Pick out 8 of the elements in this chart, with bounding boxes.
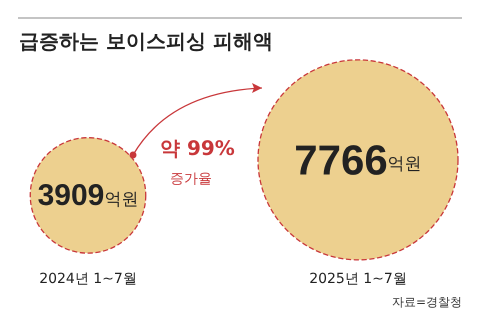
text: 자료=경찰청 (392, 295, 462, 309)
category-label: 2025년 1~7월 (309, 271, 407, 287)
text: 급증하는 보이스피싱 피해액 (19, 29, 273, 53)
text: 증가율 (170, 171, 212, 187)
data-label: 7766억원 (294, 136, 422, 184)
category-label: 2024년 1~7월 (39, 271, 137, 287)
text: 약 99% (160, 136, 235, 160)
data-label: 3909억원 (38, 178, 138, 212)
